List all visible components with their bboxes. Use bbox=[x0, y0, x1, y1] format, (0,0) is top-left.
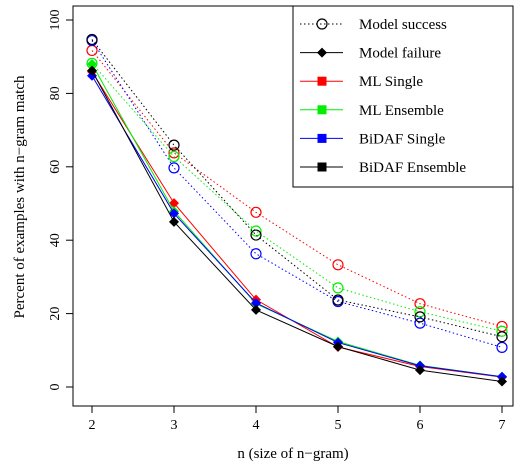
legend-marker bbox=[317, 133, 327, 143]
data-point bbox=[169, 216, 179, 227]
data-point bbox=[250, 248, 262, 260]
x-tick-label: 2 bbox=[89, 418, 96, 433]
series-layer bbox=[86, 33, 508, 387]
data-point bbox=[250, 225, 262, 237]
x-tick-label: 6 bbox=[417, 418, 424, 433]
legend-label: ML Ensemble bbox=[359, 103, 444, 119]
series-bidaf-ensemble-failure bbox=[87, 65, 507, 387]
series-ml-single-success bbox=[86, 44, 508, 333]
legend-entry: ML Ensemble bbox=[300, 103, 444, 119]
data-point bbox=[332, 294, 344, 306]
x-tick-label: 5 bbox=[335, 418, 342, 433]
legend-entry: BiDAF Ensemble bbox=[300, 160, 466, 176]
data-point bbox=[251, 304, 261, 315]
y-tick-label: 60 bbox=[48, 160, 63, 174]
y-tick-label: 100 bbox=[48, 10, 63, 31]
y-tick-label: 0 bbox=[48, 384, 63, 391]
axes: 2 3 4 5 6 7 0 20 40 60 80 100 bbox=[48, 10, 506, 434]
legend-label: ML Single bbox=[359, 74, 423, 90]
data-point bbox=[414, 306, 426, 318]
legend-marker bbox=[317, 47, 327, 58]
legend-label: Model failure bbox=[359, 46, 441, 62]
data-point bbox=[496, 331, 508, 343]
legend-label: Model success bbox=[359, 17, 447, 33]
data-point bbox=[87, 70, 97, 81]
data-point bbox=[169, 208, 179, 219]
y-axis-title: Percent of examples with n−gram match bbox=[12, 75, 28, 318]
x-axis-title: n (size of n−gram) bbox=[237, 446, 348, 462]
legend-marker bbox=[317, 105, 327, 115]
data-point bbox=[169, 198, 179, 209]
legend-label: BiDAF Ensemble bbox=[359, 160, 466, 176]
data-point bbox=[332, 282, 344, 294]
data-point bbox=[86, 33, 98, 46]
data-point bbox=[168, 147, 180, 159]
x-tick-label: 3 bbox=[171, 418, 178, 433]
data-point bbox=[496, 341, 508, 353]
series-line bbox=[91, 75, 503, 378]
y-tick-label: 20 bbox=[48, 307, 63, 321]
legend-entry: Model failure bbox=[300, 46, 441, 62]
data-point bbox=[250, 206, 262, 218]
series-ml-ensemble-success bbox=[86, 57, 508, 337]
legend-entry: BiDAF Single bbox=[300, 131, 446, 147]
legend-entry: ML Single bbox=[300, 74, 423, 90]
series-line bbox=[91, 50, 503, 327]
data-point bbox=[168, 162, 180, 174]
data-point bbox=[168, 150, 180, 163]
legend-marker bbox=[317, 162, 327, 172]
data-point bbox=[333, 341, 343, 352]
series-line bbox=[91, 70, 503, 382]
data-point bbox=[497, 376, 507, 387]
data-point bbox=[87, 65, 97, 76]
series-line bbox=[91, 40, 503, 348]
x-tick-label: 4 bbox=[253, 418, 260, 433]
series-bidaf-ensemble-success bbox=[86, 33, 508, 343]
data-point bbox=[251, 297, 261, 308]
data-point bbox=[250, 229, 262, 241]
series-line bbox=[91, 62, 503, 332]
legend-marker bbox=[316, 18, 328, 30]
data-point bbox=[414, 317, 426, 329]
y-tick-label: 80 bbox=[48, 86, 63, 100]
legend-marker bbox=[317, 76, 327, 86]
legend-label: BiDAF Single bbox=[359, 131, 446, 147]
data-point bbox=[415, 365, 425, 376]
data-point bbox=[168, 139, 180, 151]
x-tick-label: 7 bbox=[499, 418, 506, 433]
legend-entry: Model success bbox=[300, 17, 447, 33]
legend-box bbox=[292, 5, 514, 188]
legend: Model success Model failure ML Single ML En… bbox=[292, 5, 514, 188]
y-tick-label: 40 bbox=[48, 233, 63, 247]
data-point bbox=[332, 259, 344, 271]
data-point bbox=[414, 311, 426, 323]
data-point bbox=[414, 298, 426, 310]
data-point bbox=[87, 59, 97, 70]
